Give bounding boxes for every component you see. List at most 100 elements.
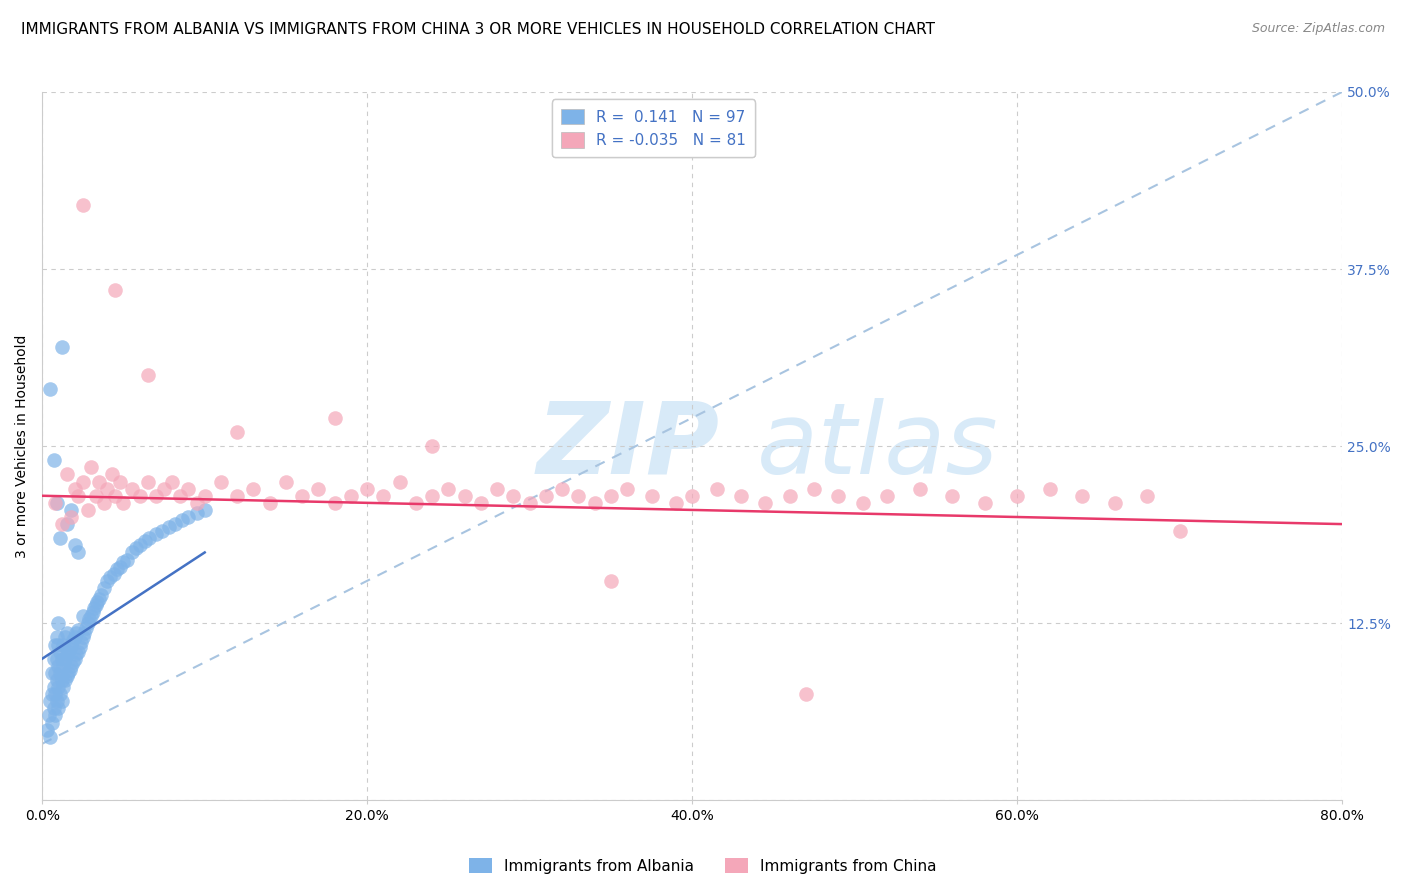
Point	[1168, 524, 1191, 539]
Point	[152, 524, 174, 539]
Point	[66, 624, 89, 638]
Point	[53, 673, 76, 687]
Point	[63, 482, 86, 496]
Point	[405, 496, 427, 510]
Point	[128, 489, 150, 503]
Point	[291, 489, 314, 503]
Y-axis label: 3 or more Vehicles in Household: 3 or more Vehicles in Household	[15, 334, 30, 558]
Point	[600, 489, 623, 503]
Point	[115, 552, 138, 566]
Point	[177, 482, 200, 496]
Point	[60, 658, 83, 673]
Point	[84, 489, 107, 503]
Point	[45, 673, 67, 687]
Point	[62, 633, 84, 648]
Point	[616, 482, 638, 496]
Point	[96, 574, 118, 588]
Point	[44, 708, 66, 723]
Point	[72, 631, 94, 645]
Point	[420, 439, 443, 453]
Point	[51, 651, 73, 665]
Point	[454, 489, 477, 503]
Point	[76, 503, 98, 517]
Point	[567, 489, 589, 503]
Point	[93, 581, 115, 595]
Point	[1104, 496, 1126, 510]
Point	[42, 651, 65, 665]
Point	[96, 482, 118, 496]
Point	[41, 687, 63, 701]
Point	[55, 517, 77, 532]
Point	[80, 609, 103, 624]
Point	[134, 534, 156, 549]
Point	[100, 569, 122, 583]
Point	[153, 482, 176, 496]
Point	[519, 496, 541, 510]
Point	[105, 562, 128, 576]
Point	[42, 701, 65, 715]
Point	[65, 648, 87, 662]
Point	[38, 708, 60, 723]
Point	[55, 648, 77, 662]
Point	[45, 631, 67, 645]
Point	[827, 489, 849, 503]
Point	[48, 680, 70, 694]
Point	[103, 566, 125, 581]
Point	[1007, 489, 1029, 503]
Point	[420, 489, 443, 503]
Point	[169, 489, 191, 503]
Point	[51, 517, 73, 532]
Point	[145, 489, 167, 503]
Point	[194, 503, 217, 517]
Point	[104, 283, 127, 297]
Point	[388, 475, 411, 489]
Point	[108, 559, 131, 574]
Point	[640, 489, 662, 503]
Point	[60, 510, 83, 524]
Point	[323, 410, 346, 425]
Point	[323, 496, 346, 510]
Point	[48, 616, 70, 631]
Point	[69, 640, 91, 655]
Point	[39, 383, 62, 397]
Point	[39, 730, 62, 744]
Point	[128, 538, 150, 552]
Point	[259, 496, 281, 510]
Point	[665, 496, 688, 510]
Point	[72, 475, 94, 489]
Point	[779, 489, 801, 503]
Point	[125, 541, 148, 556]
Point	[73, 626, 96, 640]
Point	[165, 517, 187, 532]
Point	[63, 538, 86, 552]
Point	[177, 510, 200, 524]
Point	[226, 489, 249, 503]
Point	[49, 665, 72, 680]
Point	[186, 496, 208, 510]
Point	[470, 496, 492, 510]
Point	[44, 665, 66, 680]
Point	[58, 645, 80, 659]
Point	[170, 513, 193, 527]
Point	[730, 489, 752, 503]
Point	[486, 482, 509, 496]
Point	[803, 482, 825, 496]
Point	[79, 612, 101, 626]
Point	[112, 555, 135, 569]
Point	[876, 489, 898, 503]
Point	[48, 701, 70, 715]
Point	[58, 665, 80, 680]
Text: ZIP: ZIP	[536, 398, 720, 495]
Point	[66, 489, 89, 503]
Point	[437, 482, 460, 496]
Point	[49, 531, 72, 545]
Point	[274, 475, 297, 489]
Point	[44, 638, 66, 652]
Point	[51, 673, 73, 687]
Point	[973, 496, 995, 510]
Point	[160, 475, 183, 489]
Point	[60, 638, 83, 652]
Point	[59, 641, 82, 656]
Point	[104, 489, 127, 503]
Point	[1039, 482, 1062, 496]
